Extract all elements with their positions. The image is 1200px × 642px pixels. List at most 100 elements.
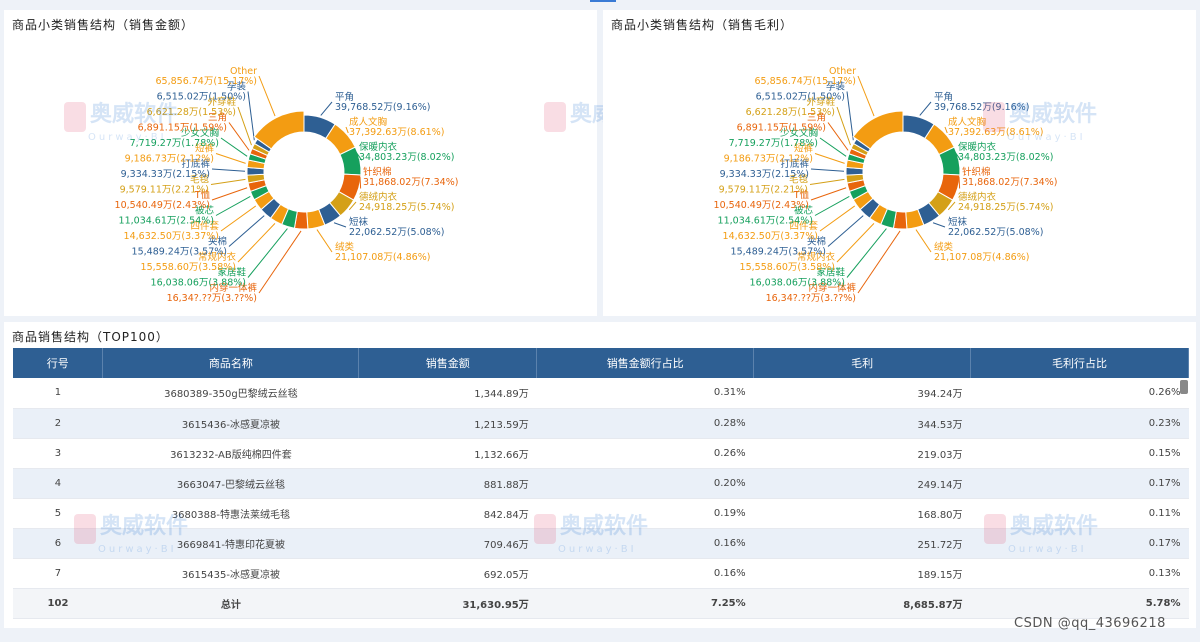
slice-value-label: 16,34?.??万(3.??%) — [167, 293, 257, 304]
leader-line — [814, 153, 845, 164]
leader-line — [355, 151, 363, 161]
table-cell: 0.17% — [970, 528, 1189, 559]
table-row[interactable]: 7 3615435-冰感夏凉被 692.05万 0.16% 189.15万 0.13% — [13, 558, 1189, 589]
slice-value-label: 6,891.15万(1.59%) — [737, 123, 826, 134]
slice-value-label: 34,803.23万(8.02%) — [958, 152, 1053, 163]
slice-name-label: 常规内衣 — [797, 251, 836, 263]
table-cell: 3615435-冰感夏凉被 — [102, 558, 359, 589]
leader-line — [258, 75, 276, 117]
leader-line — [220, 137, 248, 157]
slice-value-label: 31,868.02万(7.34%) — [363, 177, 458, 188]
column-header[interactable]: 销售金额 — [358, 348, 538, 378]
leader-line — [958, 176, 961, 189]
table-cell: 3680388-特惠法莱绒毛毯 — [102, 498, 359, 529]
active-tab-indicator — [590, 0, 616, 2]
leader-line — [320, 101, 333, 116]
table-row[interactable]: 1 3680389-350g巴黎绒云丝毯 1,344.89万 0.31% 394.24万… — [13, 378, 1189, 409]
column-header[interactable]: 毛利行占比 — [970, 348, 1189, 378]
table-cell: 249.14万 — [753, 468, 971, 499]
slice-name-label: 德绒内衣 — [359, 191, 398, 203]
leader-line — [228, 122, 250, 151]
leader-line — [333, 222, 347, 228]
slice-name-label: 短袜 — [349, 216, 369, 228]
leader-line — [220, 205, 257, 232]
table-cell: 3680389-350g巴黎绒云丝毯 — [102, 378, 359, 409]
slice-value-label: 65,856.74万(15.17%) — [755, 76, 857, 87]
slice-name-label: 三角 — [807, 112, 826, 124]
table-cell: 5.78% — [970, 588, 1189, 619]
table-cell: 2 — [13, 408, 103, 439]
table-cell: 7.25% — [536, 588, 754, 619]
leader-line — [810, 187, 847, 201]
slice-value-label: 10,540.49万(2.43%) — [714, 200, 809, 211]
slice-name-label: 夹棉 — [807, 236, 826, 248]
slice-name-label: 德绒内衣 — [958, 191, 997, 203]
slice-value-label: 16,038.06万(3.88%) — [750, 278, 845, 289]
table-cell: 3663047-巴黎绒云丝毯 — [102, 468, 359, 499]
slice-name-label: 针织棉 — [363, 166, 392, 178]
pie-slice[interactable] — [852, 110, 904, 150]
table-row[interactable]: 6 3669841-特惠印花夏被 709.46万 0.16% 251.72万 0.17% — [13, 528, 1189, 559]
leader-line — [210, 178, 246, 185]
pie-panel-profit: 商品小类销售结构（销售毛利） 平角 39,768.52万(9.16%) 成人文胸 37… — [603, 10, 1196, 316]
column-header[interactable]: 销售金额行占比 — [536, 348, 755, 378]
slice-name-label: T恤 — [793, 189, 810, 201]
column-header[interactable]: 毛利 — [753, 348, 972, 378]
table-cell: 344.53万 — [753, 408, 971, 439]
slice-value-label: 15,489.24万(3.57%) — [132, 247, 227, 258]
leader-line — [215, 153, 246, 164]
table-cell: 1,213.59万 — [358, 408, 537, 439]
slice-value-label: 9,186.73万(2.12%) — [125, 154, 214, 165]
table-row[interactable]: 5 3680388-特惠法莱绒毛毯 842.84万 0.19% 168.80万 0.11% — [13, 498, 1189, 529]
slice-value-label: 9,579.11万(2.21%) — [719, 185, 808, 196]
slice-name-label: 短袜 — [948, 216, 968, 228]
table-cell: 168.80万 — [753, 498, 971, 529]
table-row[interactable]: 3 3613232-AB版纯棉四件套 1,132.66万 0.26% 219.03万 0.… — [13, 438, 1189, 469]
slice-value-label: 15,558.60万(3.58%) — [141, 262, 236, 273]
slice-value-label: 65,856.74万(15.17%) — [156, 76, 258, 87]
slice-name-label: 短裤 — [794, 143, 814, 155]
slice-name-label: T恤 — [194, 189, 211, 201]
leader-line — [947, 201, 956, 211]
slice-value-label: 7,719.27万(1.78%) — [729, 138, 818, 149]
leader-line — [915, 229, 932, 253]
slice-value-label: 15,489.24万(3.57%) — [731, 247, 826, 258]
slice-name-label: 平角 — [335, 91, 354, 103]
leader-line — [814, 195, 850, 216]
slice-name-label: 平角 — [934, 91, 953, 103]
table-total-row[interactable]: 102 总计 31,630.95万 7.25% 8,685.87万 5.78% — [13, 588, 1189, 619]
table-cell: 总计 — [102, 588, 359, 619]
table-cell: 1,344.89万 — [358, 378, 537, 409]
slice-name-label: 外穿鞋 — [207, 96, 236, 108]
leader-line — [954, 151, 962, 161]
column-header[interactable]: 商品名称 — [102, 348, 360, 378]
table-cell: 0.13% — [970, 558, 1189, 589]
top-strip — [0, 0, 1200, 8]
slice-value-label: 14,632.50万(3.37%) — [723, 231, 818, 242]
table-row[interactable]: 2 3615436-冰感夏凉被 1,213.59万 0.28% 344.53万 0.23% — [13, 408, 1189, 439]
slice-value-label: 37,392.63万(8.61%) — [349, 127, 444, 138]
leader-line — [211, 168, 246, 172]
table-cell: 1,132.66万 — [358, 438, 537, 469]
slice-name-label: 绒类 — [934, 241, 954, 253]
slice-value-label: 14,632.50万(3.37%) — [124, 231, 219, 242]
slice-name-label: 外穿鞋 — [806, 96, 835, 108]
table-cell: 7 — [13, 558, 103, 589]
leader-line — [228, 215, 265, 247]
slice-value-label: 31,868.02万(7.34%) — [962, 177, 1057, 188]
table-row[interactable]: 4 3663047-巴黎绒云丝毯 881.88万 0.20% 249.14万 0.17% — [13, 468, 1189, 499]
slice-value-label: 10,540.49万(2.43%) — [115, 200, 210, 211]
slice-name-label: 针织棉 — [962, 166, 991, 178]
table-cell: 842.84万 — [358, 498, 537, 529]
slice-value-label: 7,719.27万(1.78%) — [130, 138, 219, 149]
column-header[interactable]: 行号 — [13, 348, 104, 378]
slice-name-label: 少女文胸 — [181, 127, 219, 139]
slice-name-label: 夹棉 — [208, 236, 227, 248]
slice-name-label: 短裤 — [195, 143, 215, 155]
pie-slice[interactable] — [253, 110, 305, 150]
slice-name-label: 打底裤 — [181, 158, 210, 170]
slice-value-label: 9,334.33万(2.15%) — [720, 169, 809, 180]
slice-name-label: 常规内衣 — [198, 251, 237, 263]
table-scrollbar[interactable] — [1180, 380, 1188, 394]
